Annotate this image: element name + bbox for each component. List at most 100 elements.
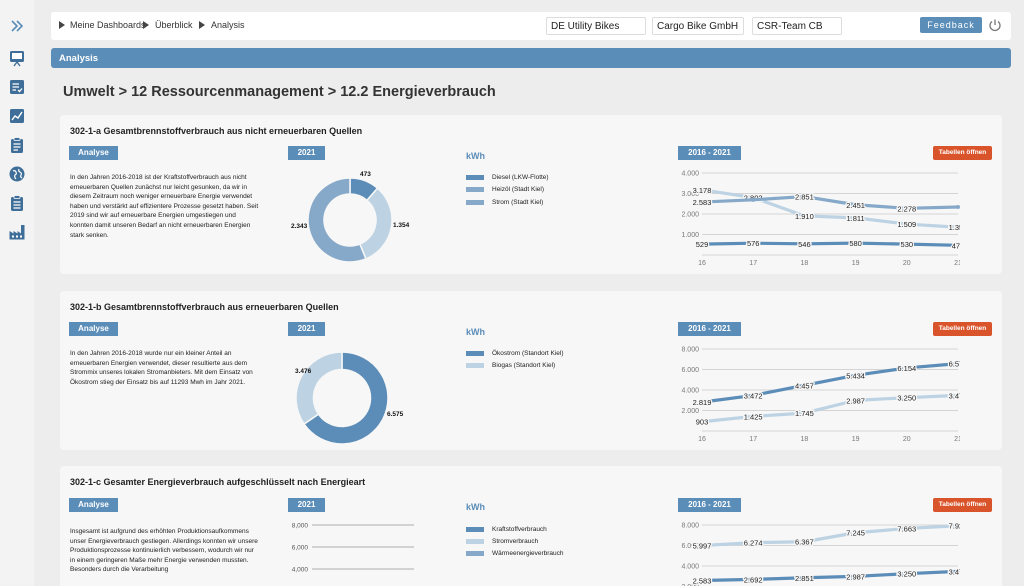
open-tables-button[interactable]: Tabellen öffnen	[933, 146, 992, 160]
data-point	[853, 574, 858, 579]
card-302-1-a: 302-1-a Gesamtbrennstoffverbrauch aus ni…	[60, 115, 1002, 274]
data-point	[802, 241, 807, 246]
data-point	[802, 213, 807, 218]
data-label: 903	[696, 418, 709, 427]
data-label: 6.367	[795, 538, 814, 547]
legend-item: Wärmeenergieverbrauch	[466, 550, 564, 557]
data-point	[904, 222, 909, 227]
data-point	[956, 361, 960, 366]
legend-item: Diesel (LKW-Flotte)	[466, 174, 549, 181]
y-tick-label: 4,000	[292, 567, 309, 574]
legend-item: Heizöl (Stadt Kiel)	[466, 186, 544, 193]
x-tick-label: 16	[698, 436, 706, 443]
range-chip: 2016 - 2021	[678, 322, 741, 336]
analysis-text: In den Jahren 2016-2018 ist der Kraftsto…	[70, 174, 259, 239]
analysis-text: In den Jahren 2016-2018 wurde nur ein kl…	[70, 350, 253, 386]
expand-icon[interactable]	[7, 16, 27, 36]
data-label: 1.910	[795, 212, 814, 221]
donut-chart	[307, 177, 393, 263]
y-tick-label: 2.000	[681, 408, 699, 415]
power-icon[interactable]	[988, 18, 1002, 32]
series-line	[701, 524, 959, 548]
donut-chart	[295, 351, 389, 445]
breadcrumb-ueberblick[interactable]: Überblick	[155, 20, 193, 30]
unit-label: kWh	[466, 327, 485, 337]
data-label: 3.476	[949, 391, 960, 400]
donut-slice	[295, 351, 343, 426]
range-chip: 2016 - 2021	[678, 498, 741, 512]
data-point	[904, 571, 909, 576]
data-point	[802, 194, 807, 199]
breadcrumb-arrow-icon	[143, 21, 149, 29]
y-tick-label: 3.000	[681, 191, 699, 198]
open-tables-button[interactable]: Tabellen öffnen	[933, 498, 992, 512]
filter-company-group[interactable]: DE Utility Bikes	[546, 17, 646, 35]
breadcrumb-arrow-icon	[59, 21, 65, 29]
breadcrumb-analysis[interactable]: Analysis	[211, 20, 245, 30]
breadcrumb-meine-dashboards[interactable]: Meine Dashboards	[70, 20, 146, 30]
data-point	[853, 398, 858, 403]
data-label: 5.434	[846, 371, 865, 380]
filter-team[interactable]: CSR-Team CB	[752, 17, 842, 35]
x-tick-label: 20	[903, 260, 911, 267]
data-label: 3.472	[744, 391, 763, 400]
feedback-button[interactable]: Feedback	[920, 17, 982, 33]
checklist-icon[interactable]	[7, 77, 27, 97]
y-tick-label: 2.000	[681, 212, 699, 219]
line-chart: 1.000 2.000 3.000 4.000 16 17 18 19 20 21 529 576 54…	[681, 171, 960, 267]
data-label: 546	[798, 240, 811, 249]
y-tick-label: 4.000	[681, 171, 699, 178]
data-label: 4.457	[795, 381, 814, 390]
data-point	[751, 241, 756, 246]
card-title: 302-1-b Gesamtbrennstoffverbrauch aus er…	[70, 302, 339, 312]
data-point	[751, 577, 756, 582]
filter-company[interactable]: Cargo Bike GmbH	[652, 17, 744, 35]
x-tick-label: 18	[801, 260, 809, 267]
y-tick-label: 8.000	[681, 347, 699, 354]
line-chart-icon[interactable]	[7, 106, 27, 126]
data-point	[853, 215, 858, 220]
data-point	[802, 411, 807, 416]
data-label: 530	[901, 240, 914, 249]
series-line	[701, 569, 959, 583]
legend-item: Kraftstoffverbrauch	[466, 526, 547, 533]
data-label: 6.575	[949, 360, 960, 369]
clipboard-icon[interactable]	[7, 135, 27, 155]
year-chip: 2021	[288, 322, 325, 336]
data-point	[700, 419, 704, 424]
clipboard-list-icon[interactable]	[7, 193, 27, 213]
donut-slices	[295, 351, 389, 445]
data-label: 7.929	[949, 522, 960, 531]
x-tick-label: 17	[749, 260, 757, 267]
data-label: 5.997	[693, 542, 712, 551]
data-label: 1.354	[949, 223, 960, 232]
data-label: 473	[952, 241, 960, 250]
globe-icon[interactable]	[7, 164, 27, 184]
series-line	[701, 194, 959, 210]
card-title: 302-1-a Gesamtbrennstoffverbrauch aus ni…	[70, 126, 363, 136]
donut-slices	[307, 177, 393, 263]
factory-icon[interactable]	[7, 222, 27, 242]
y-tick-label: 6.000	[681, 367, 699, 374]
card-302-1-c: 302-1-c Gesamter Energieverbrauch aufges…	[60, 466, 1002, 586]
presentation-icon[interactable]	[7, 48, 27, 68]
x-tick-label: 18	[801, 436, 809, 443]
legend-item: Ökostrom (Standort Kiel)	[466, 350, 564, 357]
open-tables-button[interactable]: Tabellen öffnen	[933, 322, 992, 336]
x-tick-label: 19	[852, 260, 860, 267]
data-point	[751, 540, 756, 545]
data-point	[853, 202, 858, 207]
data-point	[904, 242, 909, 247]
legend-item: Strom (Stadt Kiel)	[466, 199, 543, 206]
unit-label: kWh	[466, 502, 485, 512]
y-tick-label: 6.000	[681, 543, 699, 550]
data-label: 1.425	[744, 412, 763, 421]
analysis-header-bar: Analysis	[51, 48, 1011, 68]
page-title: Umwelt > 12 Ressourcenmanagement > 12.2 …	[63, 84, 496, 100]
data-point	[700, 242, 704, 247]
card-302-1-b: 302-1-b Gesamtbrennstoffverbrauch aus er…	[60, 291, 1002, 450]
year-chip: 2021	[288, 498, 325, 512]
data-point	[700, 187, 704, 192]
data-point	[853, 373, 858, 378]
y-tick-label: 1.000	[681, 232, 699, 239]
